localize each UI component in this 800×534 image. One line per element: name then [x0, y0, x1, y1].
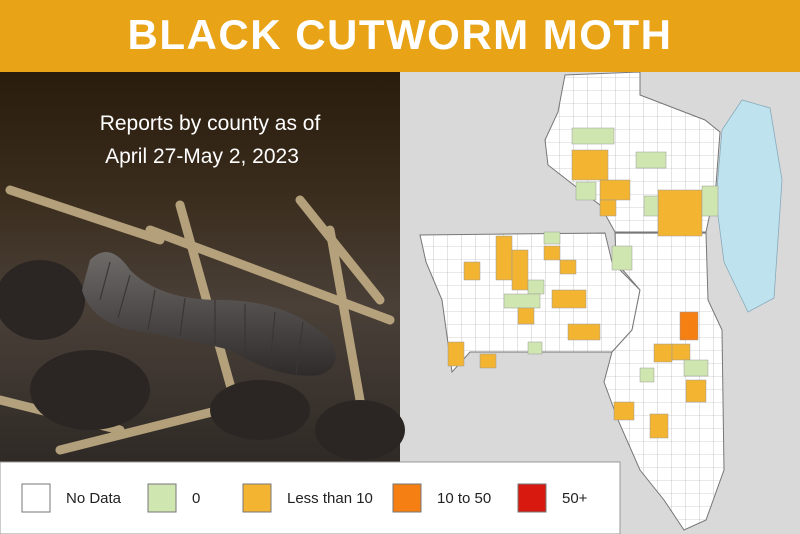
photo-caption: April 27-May 2, 2023: [105, 145, 299, 168]
header-title: BLACK CUTWORM MOTH: [128, 11, 673, 58]
legend-label: 10 to 50: [437, 490, 491, 507]
photo: Reports by county as of April 27-May 2, …: [0, 72, 405, 462]
county-reports: [447, 127, 719, 439]
legend-label: Less than 10: [287, 490, 373, 507]
header-bar: [0, 0, 800, 72]
legend-swatch: [147, 483, 177, 513]
legend-swatch: [21, 483, 51, 513]
legend: No Data 0 Less than 10 10 to 50 50+: [21, 483, 588, 513]
legend-label: No Data: [66, 490, 122, 507]
legend-swatch: [242, 483, 272, 513]
photo-caption: Reports by county as of: [100, 112, 321, 135]
legend-box: [0, 461, 621, 534]
legend-label: 0: [192, 490, 200, 507]
legend-swatch: [517, 483, 547, 513]
map: [400, 71, 800, 534]
legend-label: 50+: [562, 490, 588, 507]
legend-swatch: [392, 483, 422, 513]
